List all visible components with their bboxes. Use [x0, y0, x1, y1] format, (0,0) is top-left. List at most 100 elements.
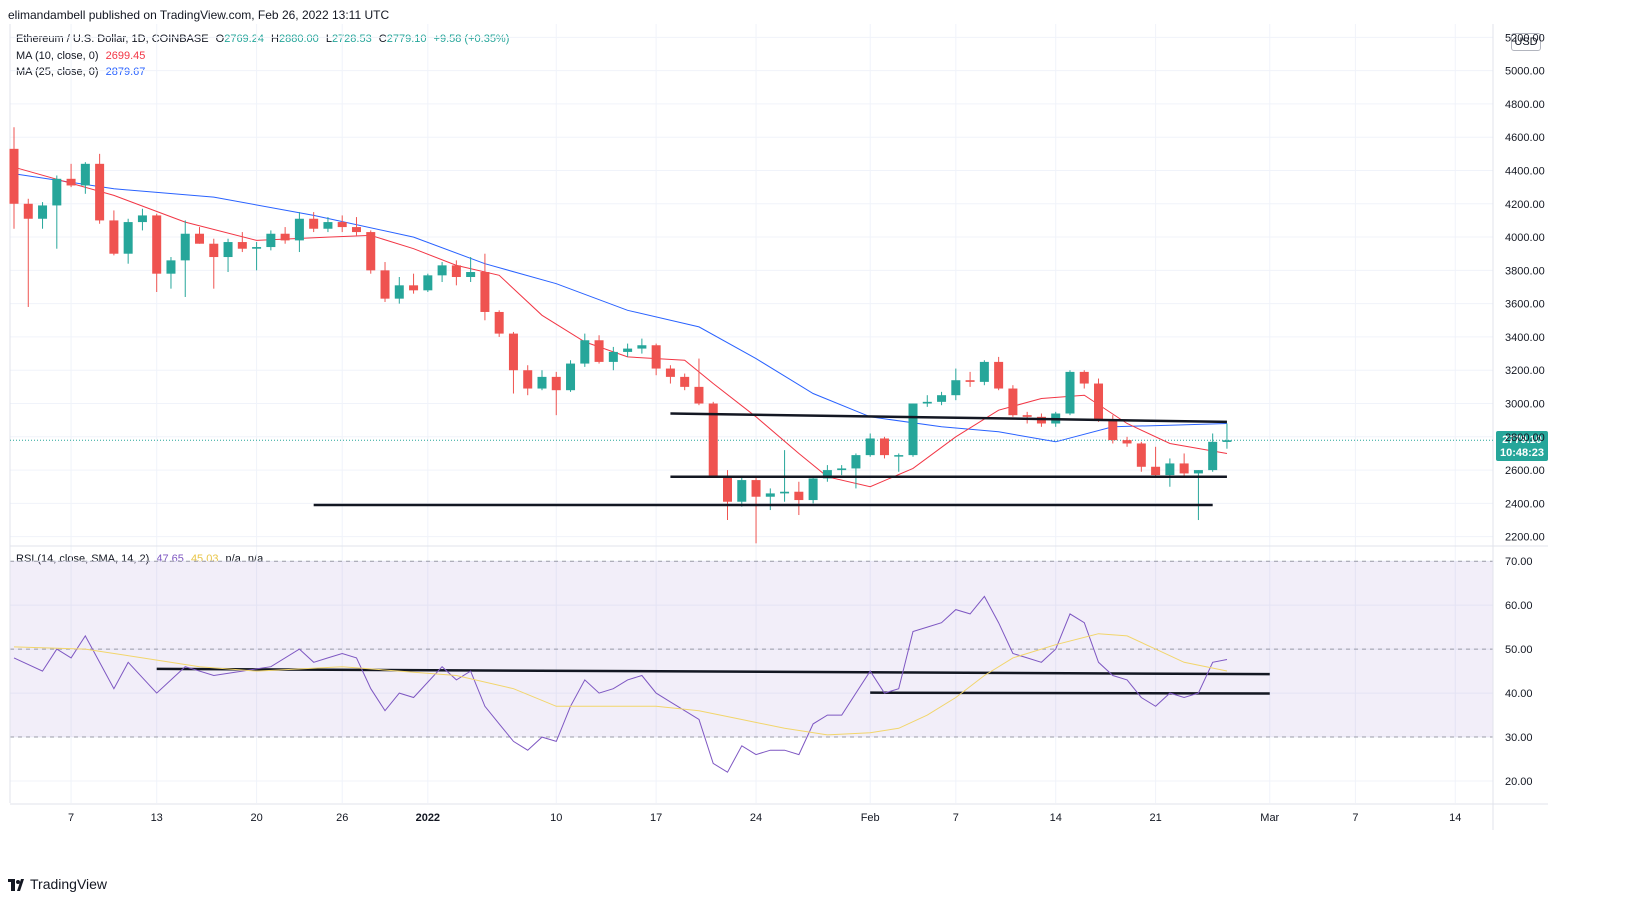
candle-body	[637, 345, 647, 349]
candle	[494, 310, 504, 337]
candle	[808, 476, 818, 504]
price-tick-label: 2800.00	[1505, 432, 1545, 444]
candle-body	[38, 205, 48, 219]
candle-body	[366, 232, 376, 271]
candle-body	[152, 215, 162, 274]
candle	[894, 453, 904, 472]
candle-body	[380, 270, 390, 299]
candle	[109, 210, 119, 256]
ma25-label: MA (25, close, 0)	[16, 66, 99, 78]
candle	[1208, 433, 1218, 472]
candle	[80, 162, 90, 194]
candle	[937, 391, 947, 406]
candle-body	[822, 470, 832, 479]
candle	[922, 395, 932, 407]
time-tick-label: 20	[250, 812, 262, 824]
chart-frame	[9, 24, 1548, 830]
ma10-line	[13, 166, 1228, 488]
price-tick-label: 3200.00	[1505, 365, 1545, 377]
candle-body	[737, 480, 747, 502]
candle	[694, 358, 704, 406]
rsi-band-fill	[10, 561, 1493, 738]
time-tick-label: Mar	[1260, 812, 1279, 824]
candle-body	[1022, 415, 1032, 417]
candle	[1008, 385, 1018, 417]
ma25-value: 2879.67	[105, 66, 146, 78]
candle	[879, 436, 889, 459]
candle	[1079, 370, 1089, 389]
candle-body	[309, 218, 319, 229]
close-value: 2779.10	[386, 33, 427, 45]
candle-body	[908, 403, 918, 456]
candle	[1065, 370, 1075, 416]
price-tick-label: 3800.00	[1505, 265, 1545, 277]
candle	[508, 331, 518, 394]
rsi-value: 47.65	[156, 553, 184, 565]
candle-body	[922, 401, 932, 404]
candle	[608, 346, 618, 371]
ma25-line	[13, 173, 1228, 443]
time-tick-label: Feb	[861, 812, 880, 824]
candle-body	[294, 218, 304, 241]
candle-body	[23, 203, 33, 219]
candle	[209, 238, 219, 289]
candle	[865, 433, 875, 457]
candle	[137, 208, 147, 231]
rsi-lines	[13, 595, 1228, 773]
footer-brand: TradingView	[30, 876, 108, 892]
candle	[451, 260, 461, 286]
candle-body	[180, 233, 190, 261]
candle-body	[137, 215, 147, 223]
price-tick-label: 2400.00	[1505, 498, 1545, 510]
time-tick-label: 7	[953, 812, 959, 824]
candle	[252, 242, 262, 271]
close-label: C	[378, 33, 387, 45]
candle	[994, 356, 1004, 391]
chart-canvas[interactable]: 2200.00 2400.00 2600.00 2800.00 3000.00 3200.…	[0, 0, 1633, 870]
candle	[9, 127, 19, 229]
time-tick-label: 14	[1050, 812, 1062, 824]
ma10-legend[interactable]: MA (10, close, 0) 2699.45	[16, 50, 145, 62]
candle-body	[751, 480, 761, 497]
candle	[223, 238, 233, 273]
candle	[837, 465, 847, 476]
rsi-na-2: n/a	[247, 553, 264, 565]
candle	[680, 373, 690, 391]
footer: TradingView	[8, 876, 107, 892]
candle	[1165, 458, 1175, 487]
ma25-legend[interactable]: MA (25, close, 0) 2879.67	[16, 66, 145, 78]
candle	[737, 476, 747, 507]
grid	[10, 24, 1493, 803]
currency-badge[interactable]: USD	[1511, 33, 1541, 51]
candle-body	[623, 348, 633, 352]
candle	[765, 488, 775, 511]
countdown-value: 10:48:23	[1499, 447, 1545, 459]
candle	[965, 371, 975, 387]
rsi-tick-label: 60.00	[1505, 600, 1533, 612]
candle-body	[1193, 470, 1203, 474]
rsi-legend[interactable]: RSI (14, close, SMA, 14, 2) 47.65 45.03 …	[16, 553, 263, 565]
candle	[1222, 423, 1232, 449]
rsi-tick-label: 70.00	[1505, 556, 1533, 568]
candle	[123, 218, 133, 264]
candle	[23, 198, 33, 307]
candle	[723, 470, 732, 521]
candle-body	[851, 455, 861, 469]
tradingview-logo-icon	[8, 878, 24, 891]
time-tick-label: 7	[68, 812, 74, 824]
candle-body	[1136, 443, 1146, 467]
candle-body	[551, 376, 561, 391]
price-tick-label: 4000.00	[1505, 232, 1545, 244]
candle-body	[694, 386, 704, 404]
low-label: L	[325, 33, 332, 45]
candle	[651, 343, 661, 376]
candle	[1136, 441, 1146, 472]
candle-body	[937, 395, 947, 402]
price-tick-label: 2200.00	[1505, 532, 1545, 544]
candle	[409, 273, 419, 294]
price-tick-label: 3600.00	[1505, 299, 1545, 311]
candle-body	[351, 227, 361, 233]
rsi-tick-label: 30.00	[1505, 732, 1533, 744]
moving-averages	[13, 166, 1228, 488]
ma10-value: 2699.45	[105, 50, 146, 62]
